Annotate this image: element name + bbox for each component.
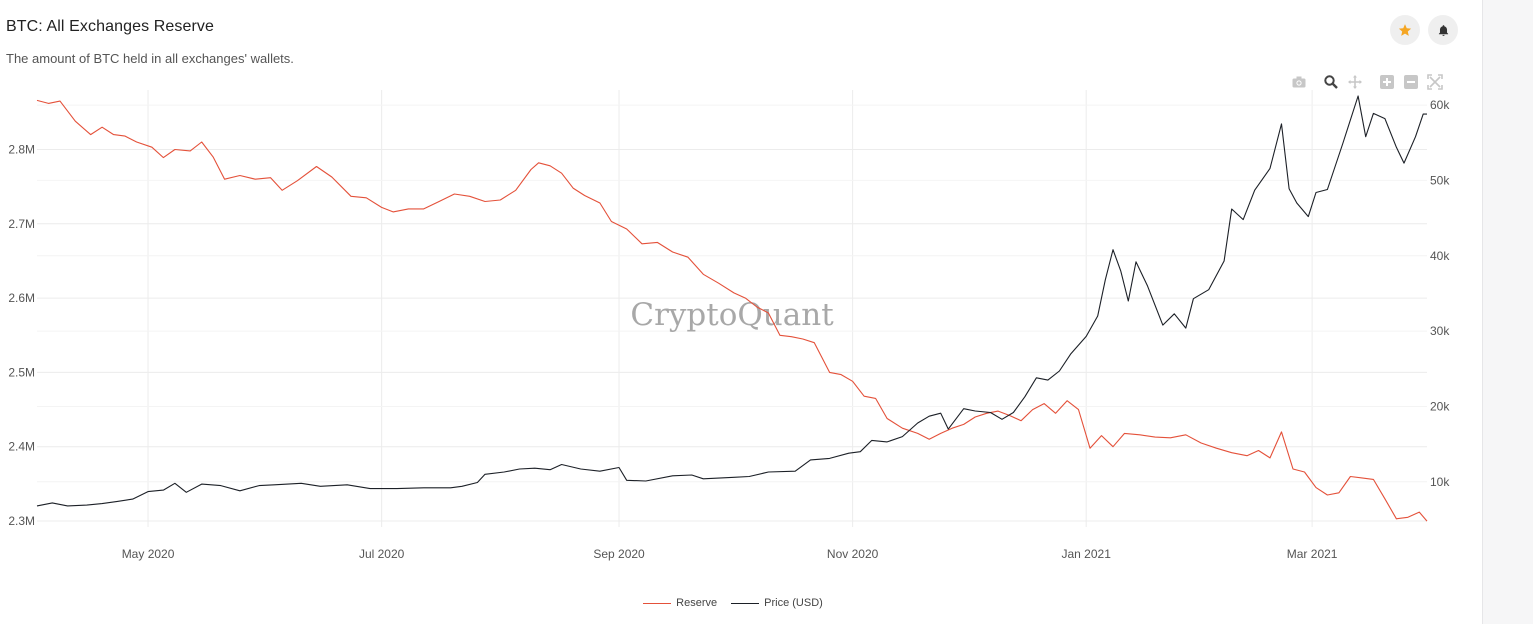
y-left-tick-label: 2.3M bbox=[8, 514, 35, 528]
legend-label-price: Price (USD) bbox=[764, 597, 823, 609]
legend-item-reserve[interactable]: Reserve bbox=[643, 597, 717, 609]
zoom-in-icon[interactable] bbox=[1379, 74, 1395, 90]
camera-icon[interactable] bbox=[1291, 74, 1307, 90]
y-left-tick-label: 2.7M bbox=[8, 217, 35, 231]
cryptoquant-watermark: CryptoQuant bbox=[630, 297, 834, 333]
x-tick-label: Mar 2021 bbox=[1287, 547, 1338, 561]
x-tick-label: Sep 2020 bbox=[593, 547, 645, 561]
y-left-tick-label: 2.4M bbox=[8, 440, 35, 454]
price-line bbox=[36, 95, 1427, 507]
chart-grid bbox=[37, 90, 1427, 527]
favorite-button[interactable] bbox=[1390, 15, 1420, 45]
y-right-tick-label: 40k bbox=[1430, 249, 1450, 263]
chart-title: BTC: All Exchanges Reserve bbox=[6, 18, 215, 35]
bell-icon bbox=[1438, 24, 1448, 36]
autoscale-icon[interactable] bbox=[1427, 74, 1443, 90]
y-right-tick-label: 30k bbox=[1430, 324, 1450, 338]
y-right-tick-label: 50k bbox=[1430, 173, 1450, 187]
chart-subtitle: The amount of BTC held in all exchanges'… bbox=[6, 51, 294, 66]
y-left-tick-label: 2.5M bbox=[8, 365, 35, 379]
chart-ticks: May 2020 Jul 2020 Sep 2020 Nov 2020 Jan 2021… bbox=[8, 98, 1450, 561]
legend-swatch-price bbox=[731, 602, 760, 604]
y-left-tick-label: 2.6M bbox=[8, 291, 35, 305]
y-right-tick-label: 10k bbox=[1430, 475, 1450, 489]
alert-button[interactable] bbox=[1428, 15, 1458, 45]
legend-swatch-reserve bbox=[643, 602, 672, 604]
x-tick-label: Jul 2020 bbox=[359, 547, 405, 561]
y-right-tick-label: 60k bbox=[1430, 98, 1450, 112]
legend-item-price[interactable]: Price (USD) bbox=[731, 597, 823, 609]
right-sidebar-strip bbox=[1482, 0, 1533, 624]
chart-legend: Reserve Price (USD) bbox=[0, 597, 1466, 609]
x-tick-label: Nov 2020 bbox=[827, 547, 879, 561]
x-tick-label: Jan 2021 bbox=[1062, 547, 1112, 561]
y-left-tick-label: 2.8M bbox=[8, 142, 35, 156]
chart-series bbox=[36, 95, 1428, 522]
x-tick-label: May 2020 bbox=[122, 547, 175, 561]
star-icon bbox=[1398, 24, 1412, 36]
zoom-icon[interactable] bbox=[1323, 74, 1339, 90]
reserve-line bbox=[36, 99, 1428, 522]
y-right-tick-label: 20k bbox=[1430, 399, 1450, 413]
chart-modebar bbox=[1291, 73, 1443, 91]
zoom-out-icon[interactable] bbox=[1403, 74, 1419, 90]
reserve-price-chart[interactable]: CryptoQuant May 2020 Jul 2020 Sep 2020 Nov … bbox=[0, 0, 1482, 590]
legend-label-reserve: Reserve bbox=[676, 597, 718, 609]
pan-icon[interactable] bbox=[1347, 74, 1363, 90]
